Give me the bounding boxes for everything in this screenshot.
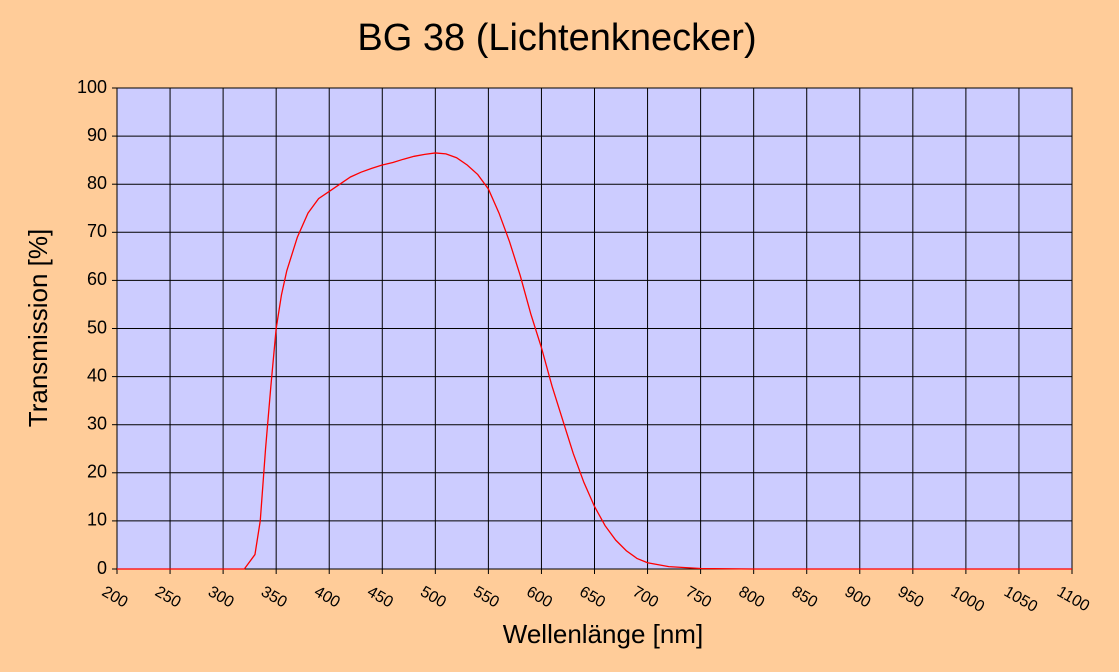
y-tick-label: 10 [87, 510, 107, 530]
plot-border [116, 87, 1073, 570]
y-tick-label: 90 [87, 125, 107, 145]
data-line [117, 152, 1072, 570]
x-axis-label: Wellenlänge [nm] [503, 619, 703, 649]
y-axis-label: Transmission [%] [23, 229, 53, 427]
y-tick-label: 70 [87, 221, 107, 241]
y-tick-label: 30 [87, 413, 107, 433]
y-tick-label: 0 [97, 558, 107, 578]
y-tick-label: 60 [87, 269, 107, 289]
y-tick-label: 40 [87, 365, 107, 385]
y-tick-label: 100 [77, 77, 107, 97]
chart-title: BG 38 (Lichtenknecker) [357, 17, 756, 59]
y-tick-label: 20 [87, 462, 107, 482]
y-tick-label: 50 [87, 317, 107, 337]
y-tick-label: 80 [87, 173, 107, 193]
